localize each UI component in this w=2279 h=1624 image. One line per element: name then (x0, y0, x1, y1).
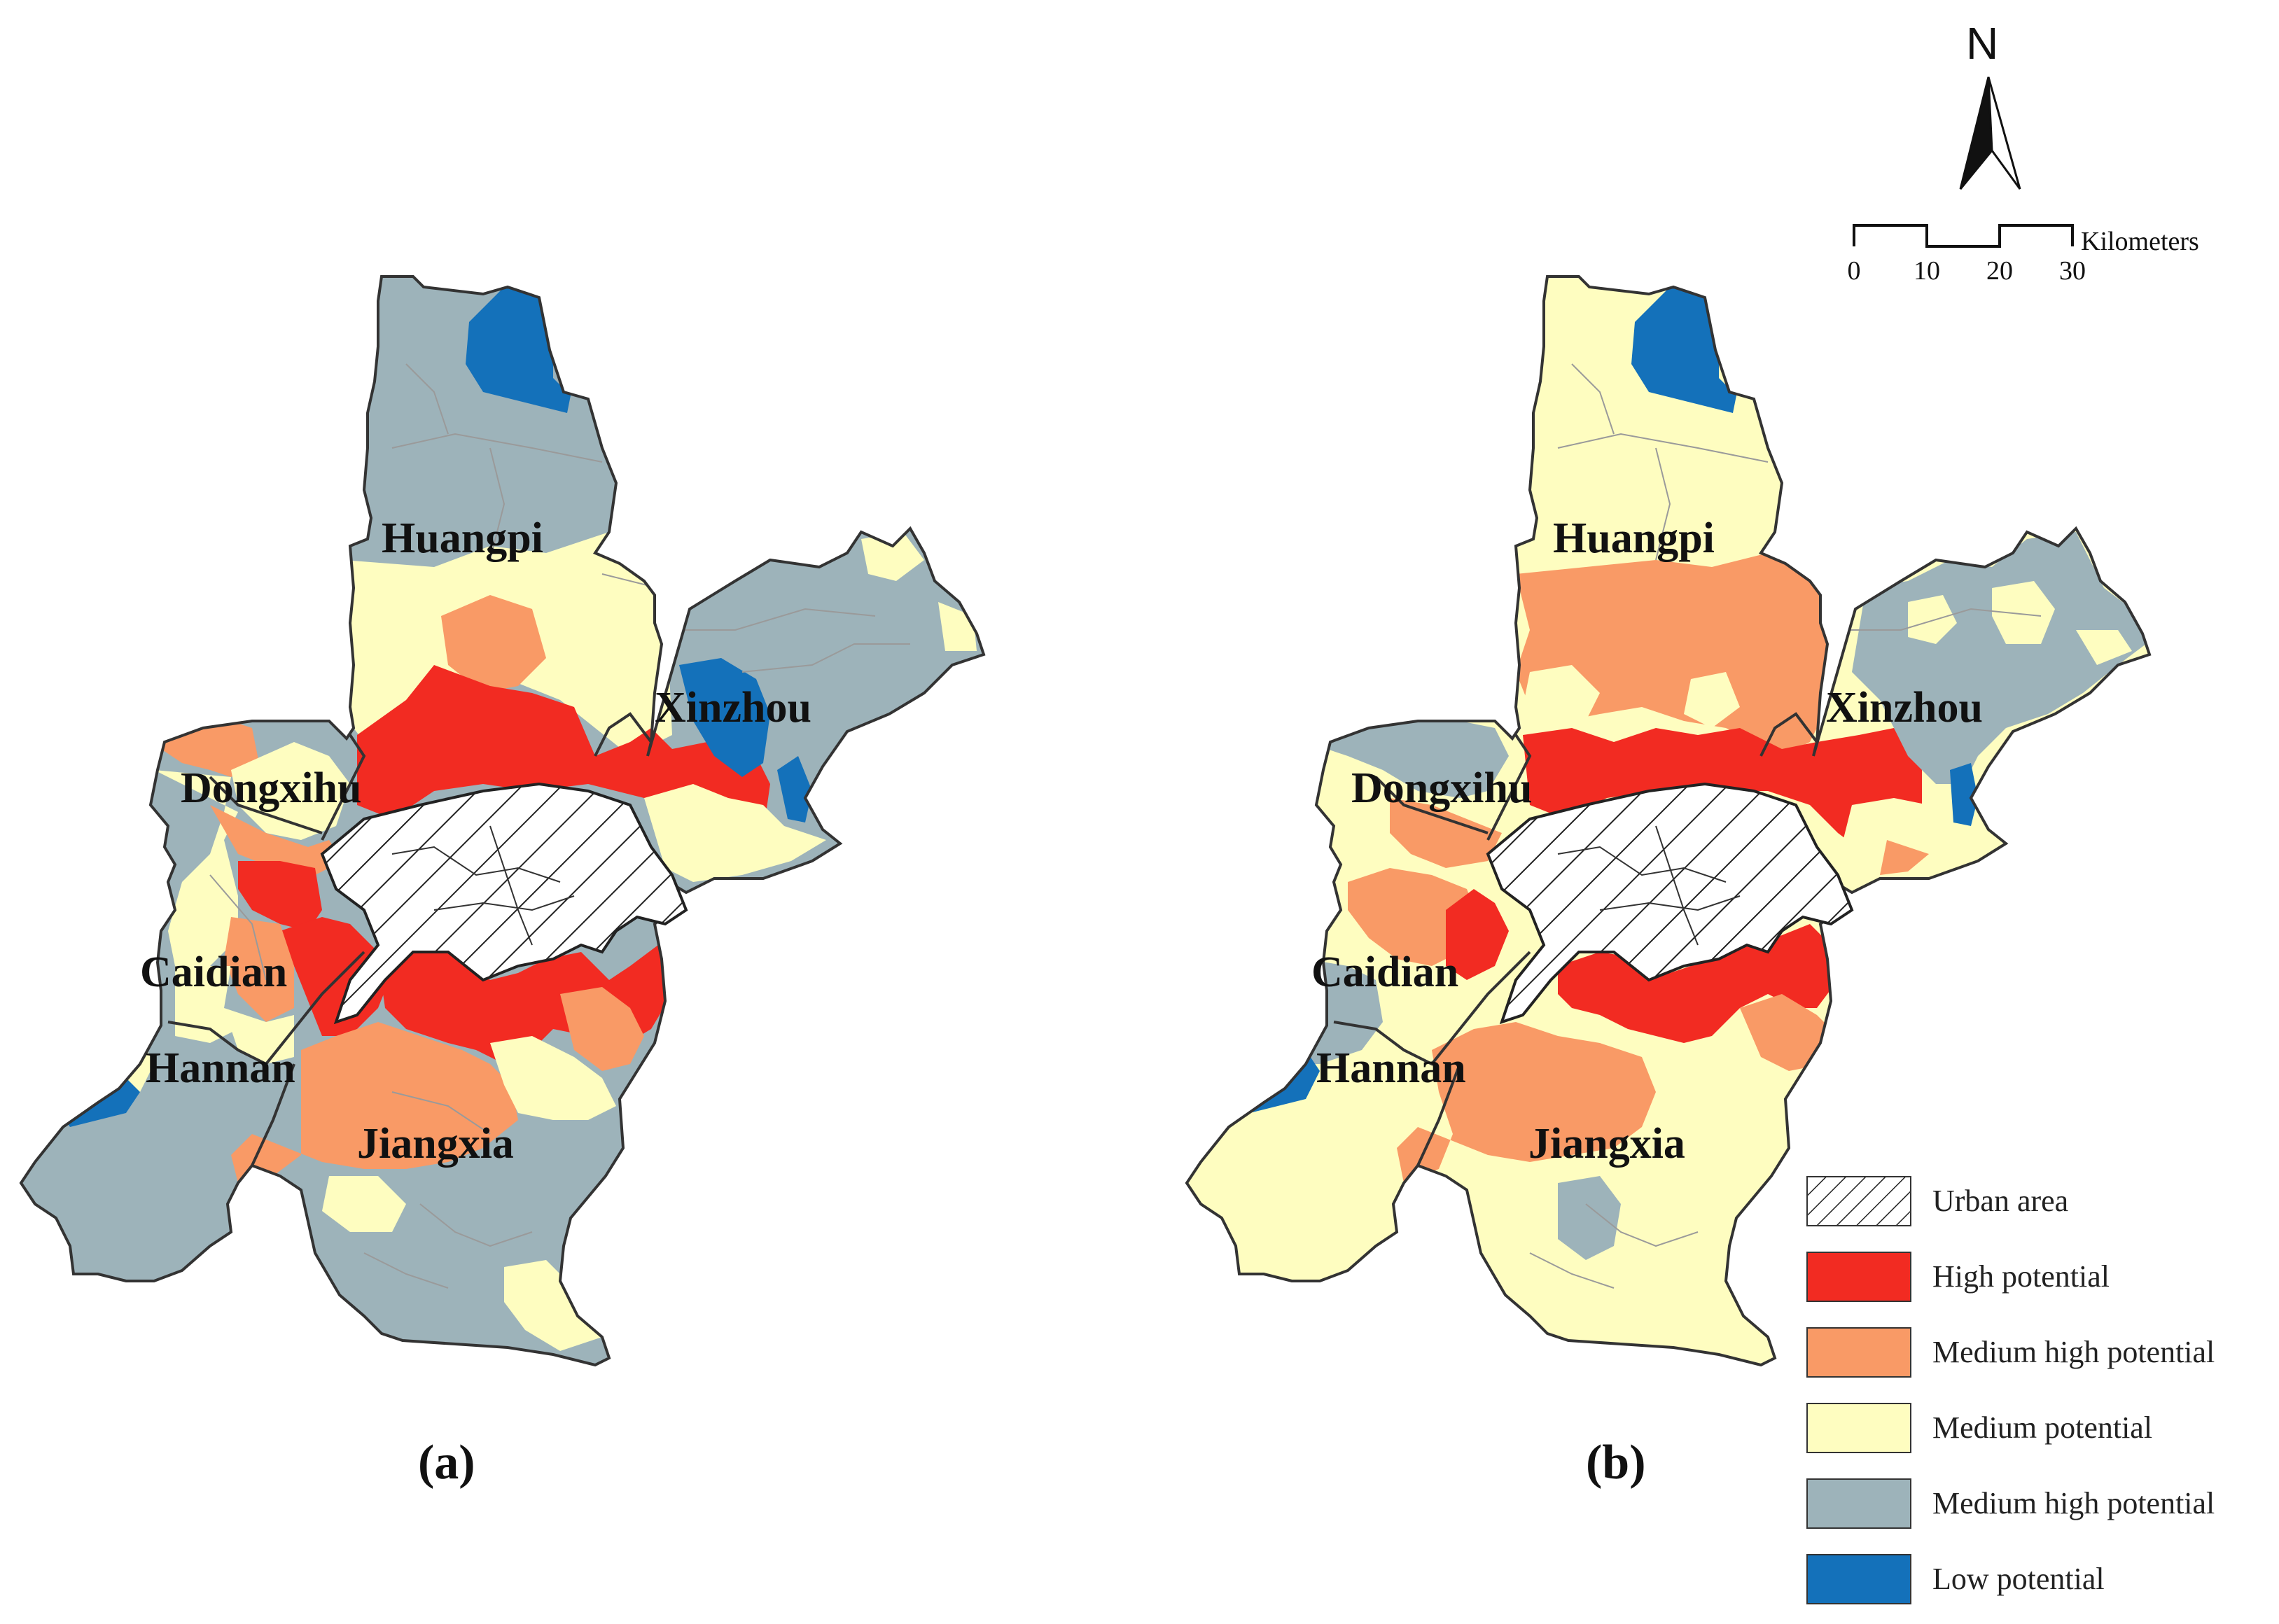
district-label-huangpi-a: Huangpi (382, 514, 543, 562)
legend-label-high: High potential (1932, 1259, 2110, 1294)
north-label: N (1966, 18, 1999, 69)
district-label-caidian-b: Caidian (1311, 948, 1459, 996)
district-label-xinzhou-a: Xinzhou (655, 684, 811, 732)
district-label-caidian-a: Caidian (140, 948, 288, 996)
map-panel-a (19, 275, 986, 1367)
legend-swatch-high (1806, 1252, 1911, 1302)
legend-swatch-medium-high-gray (1806, 1478, 1911, 1529)
legend-swatch-low (1806, 1554, 1911, 1604)
legend-item-high: High potential (1806, 1252, 2268, 1308)
legend-item-medium: Medium potential (1806, 1403, 2268, 1459)
legend-item-urban: Urban area (1806, 1176, 2268, 1232)
district-label-jiangxia-b: Jiangxia (1528, 1120, 1685, 1168)
district-label-dongxihu-a: Dongxihu (181, 764, 362, 812)
legend-item-low: Low potential (1806, 1554, 2268, 1610)
district-label-hannan-a: Hannan (146, 1044, 295, 1092)
panel-label-a: (a) (418, 1436, 475, 1490)
scale-tick-0: 0 (1847, 256, 1861, 286)
district-label-xinzhou-b: Xinzhou (1826, 684, 1983, 732)
district-label-hannan-b: Hannan (1316, 1044, 1466, 1092)
district-label-huangpi-b: Huangpi (1553, 514, 1715, 562)
scale-unit-label: Kilometers (2081, 227, 2199, 256)
legend-label-medium-high: Medium high potential (1932, 1335, 2215, 1369)
legend-label-medium: Medium potential (1932, 1410, 2153, 1445)
legend-swatch-urban (1806, 1176, 1911, 1226)
legend-swatch-medium (1806, 1403, 1911, 1453)
legend-item-medium-high: Medium high potential (1806, 1327, 2268, 1383)
scale-tick-30: 30 (2059, 256, 2086, 286)
district-label-dongxihu-b: Dongxihu (1351, 764, 1533, 812)
scale-tick-10: 10 (1914, 256, 1940, 286)
legend-swatch-medium-high (1806, 1327, 1911, 1378)
legend-label-low: Low potential (1932, 1562, 2105, 1596)
legend-label-urban: Urban area (1932, 1184, 2069, 1218)
panel-label-b: (b) (1586, 1436, 1646, 1490)
scale-bar (1853, 224, 2074, 248)
scale-tick-20: 20 (1986, 256, 2013, 286)
north-arrow-icon (1959, 76, 2021, 190)
district-label-jiangxia-a: Jiangxia (357, 1120, 514, 1168)
legend-label-medium-high-gray: Medium high potential (1932, 1486, 2215, 1520)
legend-item-medium-high-gray: Medium high potential (1806, 1478, 2268, 1534)
